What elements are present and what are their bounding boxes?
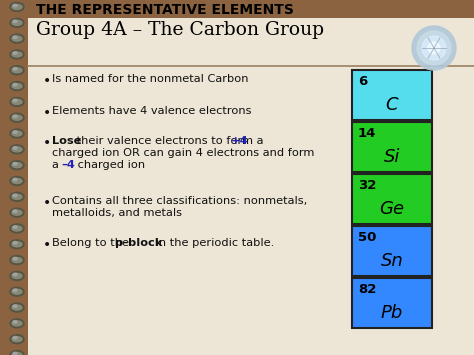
Ellipse shape	[12, 242, 22, 247]
Text: Si: Si	[384, 148, 400, 166]
Ellipse shape	[13, 178, 17, 181]
Ellipse shape	[12, 147, 22, 152]
Ellipse shape	[10, 34, 24, 43]
Ellipse shape	[12, 273, 22, 278]
Ellipse shape	[13, 194, 17, 197]
Ellipse shape	[10, 2, 24, 11]
Text: Group 4A – The Carbon Group: Group 4A – The Carbon Group	[36, 21, 324, 39]
Ellipse shape	[10, 50, 24, 59]
Ellipse shape	[13, 226, 17, 228]
Ellipse shape	[13, 289, 17, 291]
Text: •: •	[43, 136, 51, 150]
Ellipse shape	[12, 163, 22, 168]
FancyBboxPatch shape	[352, 174, 432, 224]
Ellipse shape	[12, 226, 22, 231]
Text: •: •	[43, 238, 51, 252]
Text: •: •	[43, 106, 51, 120]
FancyBboxPatch shape	[28, 0, 474, 355]
Ellipse shape	[12, 99, 22, 104]
Ellipse shape	[12, 115, 22, 120]
Ellipse shape	[12, 337, 22, 342]
FancyBboxPatch shape	[352, 122, 432, 172]
Text: Belong to the: Belong to the	[52, 238, 133, 248]
Ellipse shape	[10, 208, 24, 217]
Ellipse shape	[12, 5, 22, 10]
Text: 32: 32	[358, 179, 376, 192]
Text: a: a	[52, 160, 63, 170]
Text: 82: 82	[358, 283, 376, 296]
Circle shape	[422, 36, 446, 60]
Text: charged ion OR can gain 4 electrons and form: charged ion OR can gain 4 electrons and …	[52, 148, 314, 158]
Text: in the periodic table.: in the periodic table.	[152, 238, 274, 248]
Ellipse shape	[10, 240, 24, 249]
FancyBboxPatch shape	[28, 0, 474, 18]
Ellipse shape	[13, 52, 17, 54]
Ellipse shape	[13, 147, 17, 149]
Ellipse shape	[12, 52, 22, 57]
Text: •: •	[43, 196, 51, 210]
FancyBboxPatch shape	[352, 70, 432, 120]
FancyBboxPatch shape	[352, 226, 432, 276]
Text: Elements have 4 valence electrons: Elements have 4 valence electrons	[52, 106, 252, 116]
Ellipse shape	[10, 97, 24, 106]
Ellipse shape	[12, 83, 22, 89]
Ellipse shape	[13, 337, 17, 339]
Ellipse shape	[10, 82, 24, 91]
Ellipse shape	[13, 352, 17, 355]
Text: their valence electrons to form a: their valence electrons to form a	[73, 136, 267, 146]
Text: Lose: Lose	[52, 136, 82, 146]
Ellipse shape	[13, 241, 17, 244]
Ellipse shape	[13, 273, 17, 276]
Text: –4: –4	[61, 160, 75, 170]
Ellipse shape	[12, 258, 22, 263]
Ellipse shape	[12, 179, 22, 184]
Text: Pb: Pb	[381, 304, 403, 322]
Ellipse shape	[10, 319, 24, 328]
Text: Sn: Sn	[381, 252, 403, 270]
Text: 50: 50	[358, 231, 376, 244]
Ellipse shape	[10, 256, 24, 264]
Ellipse shape	[13, 20, 17, 23]
Ellipse shape	[12, 210, 22, 215]
Ellipse shape	[12, 20, 22, 25]
Text: THE REPRESENTATIVE ELEMENTS: THE REPRESENTATIVE ELEMENTS	[36, 3, 294, 17]
Ellipse shape	[12, 289, 22, 294]
Ellipse shape	[13, 305, 17, 307]
Text: Is named for the nonmetal Carbon: Is named for the nonmetal Carbon	[52, 74, 248, 84]
Ellipse shape	[13, 83, 17, 86]
Text: •: •	[43, 74, 51, 88]
Ellipse shape	[12, 131, 22, 136]
Ellipse shape	[10, 18, 24, 27]
Circle shape	[428, 42, 440, 54]
Text: +4: +4	[231, 136, 249, 146]
Ellipse shape	[12, 68, 22, 73]
Circle shape	[417, 31, 451, 65]
Ellipse shape	[10, 192, 24, 201]
Ellipse shape	[10, 113, 24, 122]
Ellipse shape	[13, 36, 17, 38]
Ellipse shape	[13, 115, 17, 118]
Ellipse shape	[13, 321, 17, 323]
Ellipse shape	[12, 321, 22, 326]
Ellipse shape	[10, 66, 24, 75]
Ellipse shape	[10, 287, 24, 296]
Ellipse shape	[13, 210, 17, 212]
Ellipse shape	[12, 194, 22, 199]
Text: Contains all three classifications: nonmetals,: Contains all three classifications: nonm…	[52, 196, 307, 206]
Ellipse shape	[13, 131, 17, 133]
Ellipse shape	[10, 224, 24, 233]
Ellipse shape	[13, 4, 17, 7]
Circle shape	[412, 26, 456, 70]
Ellipse shape	[10, 145, 24, 154]
Ellipse shape	[10, 129, 24, 138]
Text: metalloids, and metals: metalloids, and metals	[52, 208, 182, 218]
Ellipse shape	[10, 335, 24, 344]
Text: 6: 6	[358, 75, 367, 88]
Ellipse shape	[10, 350, 24, 355]
Ellipse shape	[10, 272, 24, 280]
Text: Ge: Ge	[380, 200, 405, 218]
Ellipse shape	[12, 353, 22, 355]
Ellipse shape	[10, 161, 24, 170]
Text: 14: 14	[358, 127, 376, 140]
